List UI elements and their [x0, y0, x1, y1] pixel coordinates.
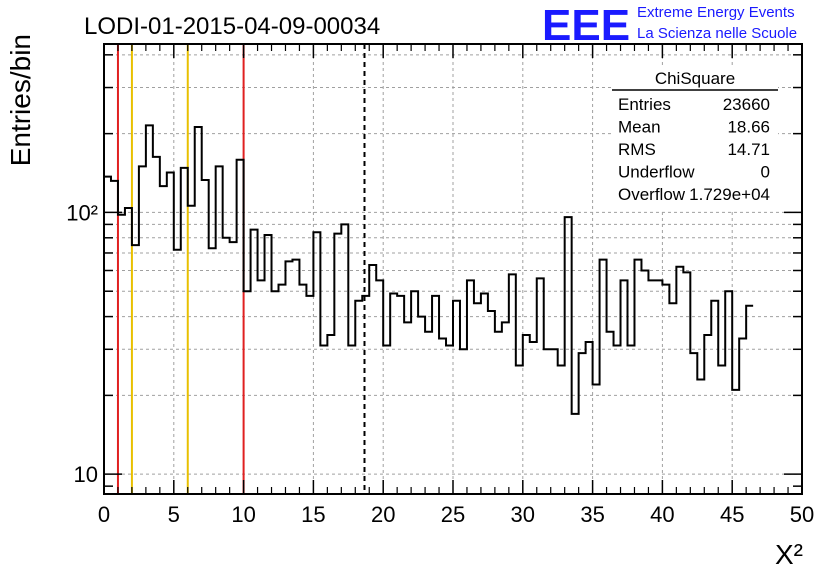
stats-value: 14.71: [727, 140, 770, 159]
stats-label: Overflow: [618, 185, 686, 204]
x-tick-label: 25: [441, 502, 465, 527]
stats-box-background: [612, 68, 778, 210]
stats-box-name: ChiSquare: [655, 69, 735, 88]
eee-logo-mark: EEE: [542, 1, 630, 50]
y-tick-label: 10: [74, 462, 98, 487]
x-tick-label: 50: [790, 502, 814, 527]
x-tick-label: 0: [98, 502, 110, 527]
x-axis-title: X²: [775, 539, 803, 570]
stats-rows: Entries 23660 Mean 18.66 RMS 14.71 Underflow 0 O…: [618, 95, 770, 204]
y-axis-title: Entries/bin: [5, 34, 36, 166]
stats-box: ChiSquare Entries 23660 Mean 18.66 RMS 14.71 U…: [612, 68, 778, 210]
eee-logo: EEE Extreme Energy Events La Scienza nel…: [542, 1, 797, 50]
stats-label: RMS: [618, 140, 656, 159]
stats-label: Underflow: [618, 163, 695, 182]
axis-ticks: 0 5 10 15 20 25 30 35 40 45 50 10 10²: [66, 44, 814, 527]
stats-label: Mean: [618, 118, 661, 137]
x-tick-label: 30: [511, 502, 535, 527]
stats-value: 18.66: [727, 118, 770, 137]
y-tick-label: 10²: [66, 200, 98, 225]
stats-value: 0: [761, 163, 770, 182]
chart-title: LODI-01-2015-04-09-00034: [84, 13, 380, 40]
stats-value: 1.729e+04: [689, 185, 770, 204]
x-tick-label: 40: [650, 502, 674, 527]
x-tick-label: 10: [231, 502, 255, 527]
x-tick-label: 20: [371, 502, 395, 527]
histogram-line: [104, 124, 754, 415]
x-tick-label: 15: [301, 502, 325, 527]
eee-logo-line1: Extreme Energy Events: [637, 4, 795, 21]
x-tick-label: 5: [168, 502, 180, 527]
eee-logo-line2: La Scienza nelle Scuole: [637, 25, 797, 42]
marker-lines: [116, 44, 366, 494]
stats-label: Entries: [618, 95, 671, 114]
stats-value: 23660: [723, 95, 770, 114]
x-tick-label: 35: [580, 502, 604, 527]
x-tick-label: 45: [720, 502, 744, 527]
